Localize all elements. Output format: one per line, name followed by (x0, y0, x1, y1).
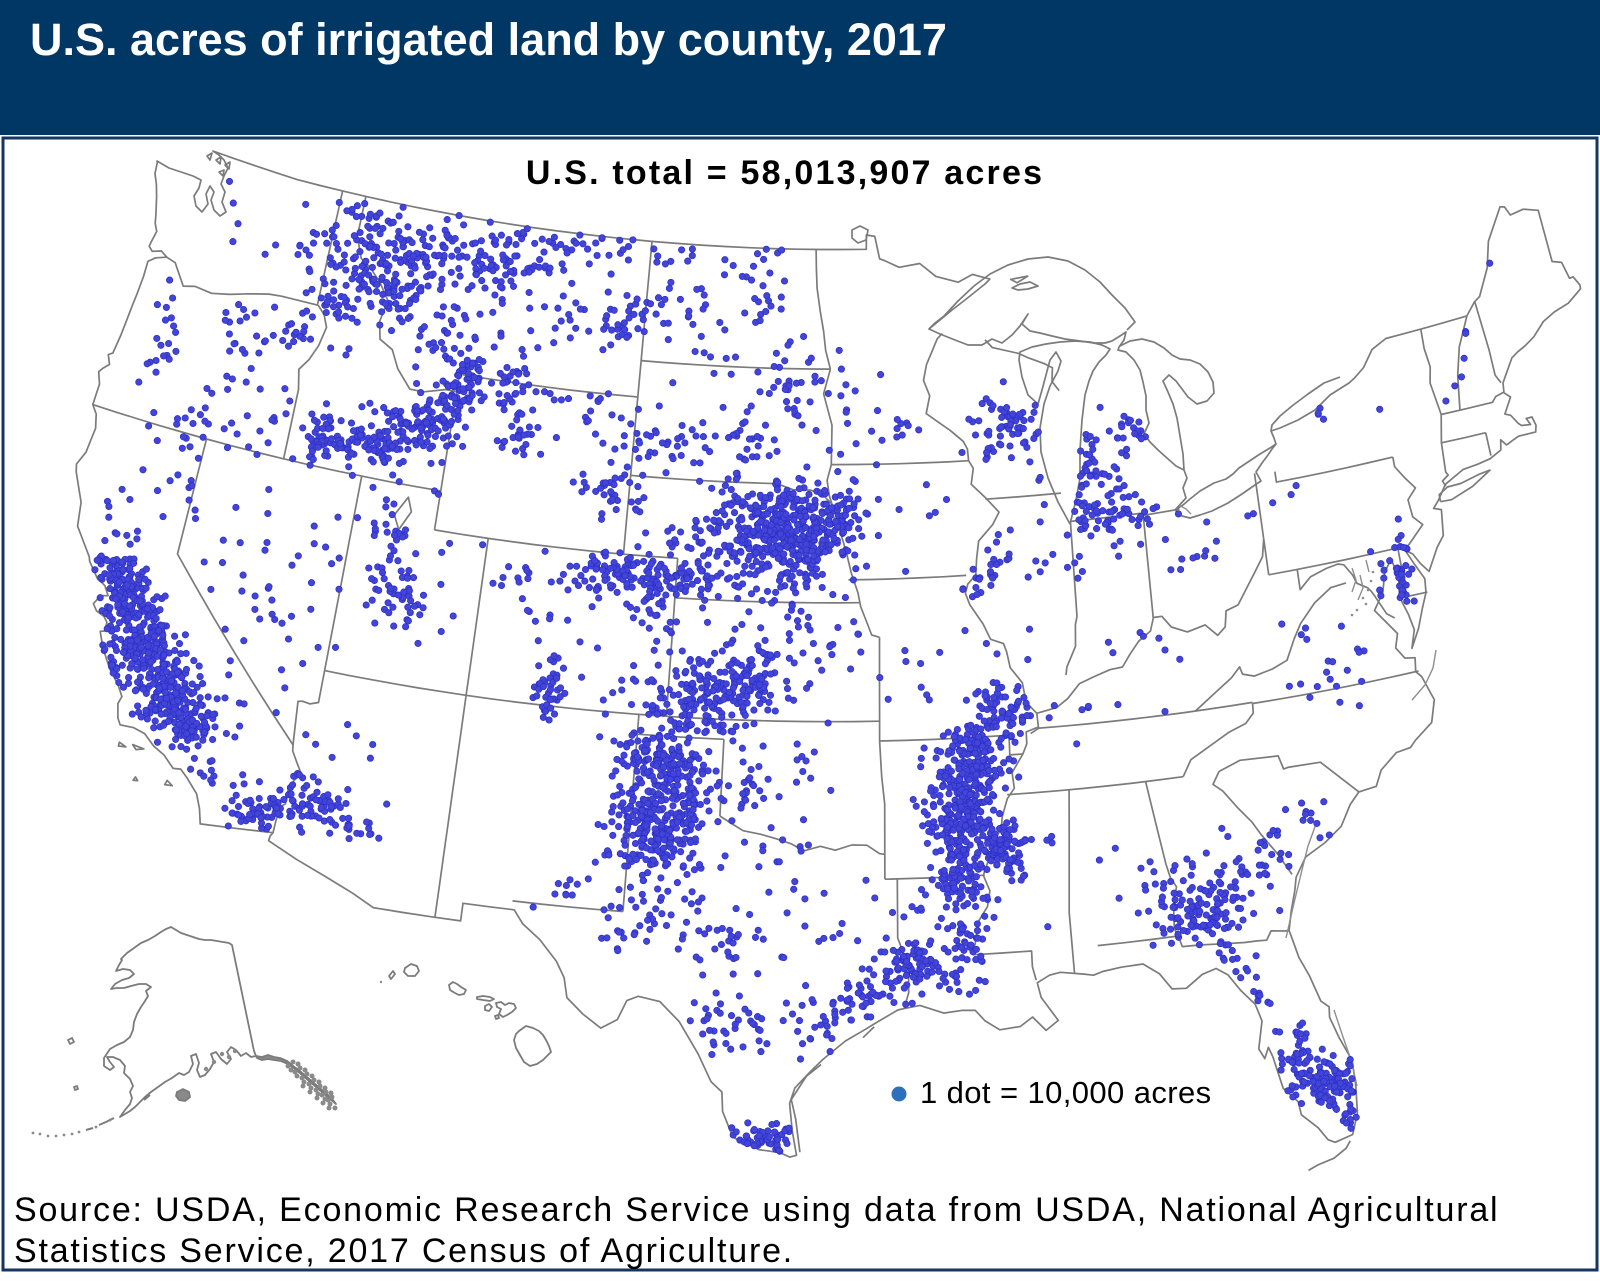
svg-text:U.S. total = 58,013,907 acres: U.S. total = 58,013,907 acres (526, 154, 1044, 192)
svg-text:U.S. acres of irrigated land b: U.S. acres of irrigated land by county, … (30, 14, 947, 65)
